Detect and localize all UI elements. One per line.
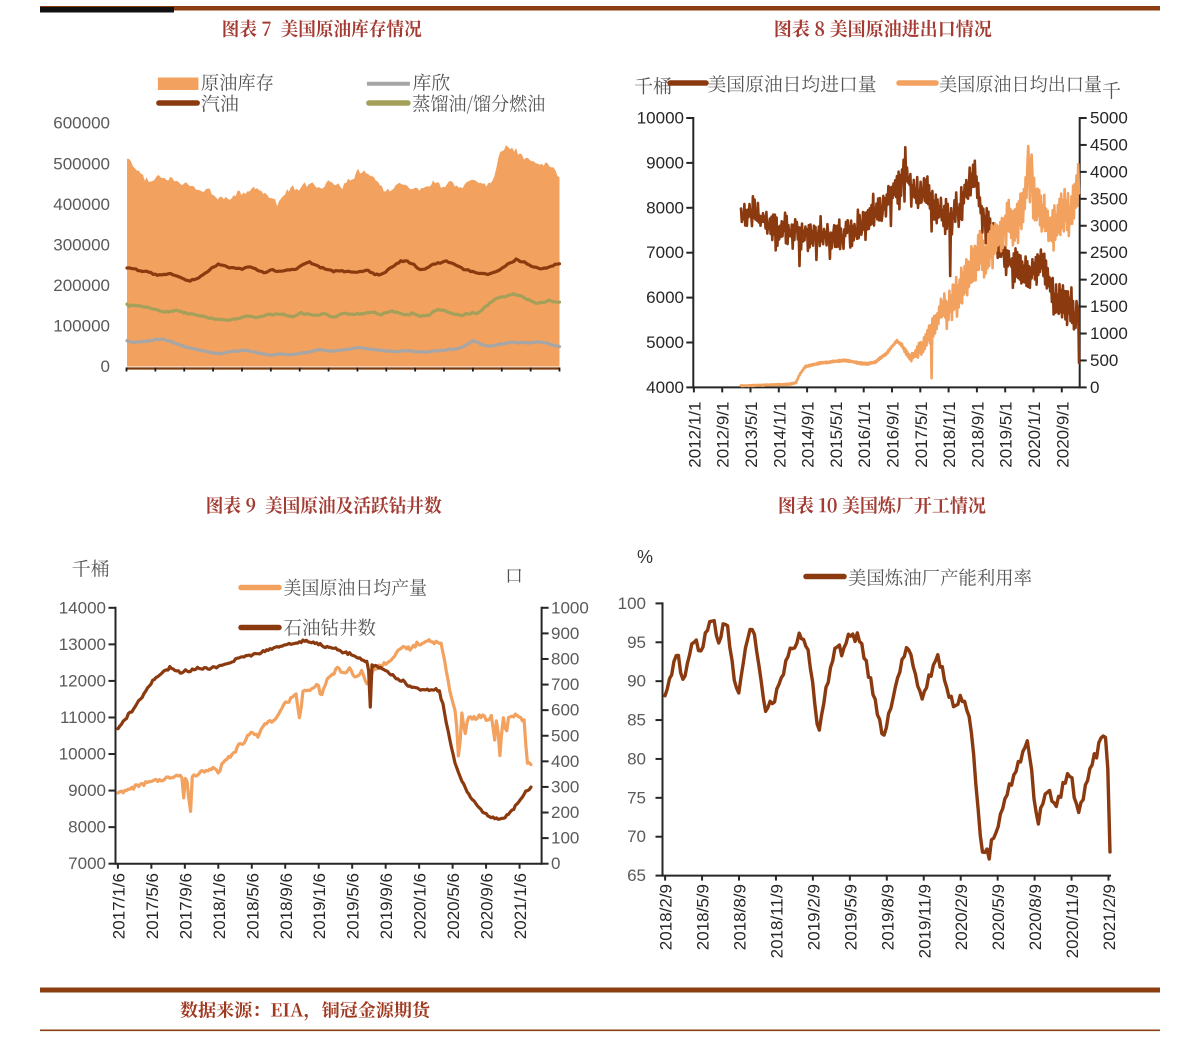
svg-text:2015/5/1: 2015/5/1 (827, 402, 846, 468)
svg-text:2500: 2500 (1090, 243, 1128, 262)
svg-text:4500: 4500 (1090, 135, 1128, 154)
svg-text:2013/5/1: 2013/5/1 (742, 402, 761, 468)
svg-text:2012/9/1: 2012/9/1 (714, 402, 733, 468)
svg-text:4000: 4000 (646, 378, 684, 397)
svg-text:90: 90 (627, 672, 646, 691)
svg-text:500: 500 (1090, 351, 1118, 370)
svg-text:12000: 12000 (59, 671, 106, 690)
svg-text:400000: 400000 (53, 195, 110, 214)
svg-text:2019/11/9: 2019/11/9 (915, 884, 934, 958)
svg-text:100: 100 (551, 829, 579, 848)
svg-text:2020/9/6: 2020/9/6 (478, 873, 497, 939)
svg-text:2014/9/1: 2014/9/1 (799, 402, 818, 468)
svg-text:2016/9/1: 2016/9/1 (884, 402, 903, 468)
svg-text:11000: 11000 (60, 708, 106, 727)
svg-text:80: 80 (627, 749, 646, 768)
svg-text:70: 70 (627, 827, 646, 846)
svg-text:0: 0 (101, 357, 110, 376)
svg-text:2020/5/9: 2020/5/9 (989, 884, 1008, 950)
svg-text:2019/8/9: 2019/8/9 (878, 884, 897, 950)
svg-text:2017/5/1: 2017/5/1 (912, 402, 931, 468)
svg-text:2020/5/6: 2020/5/6 (444, 873, 463, 939)
svg-text:200000: 200000 (53, 276, 110, 295)
svg-text:2020/1/6: 2020/1/6 (411, 873, 430, 939)
svg-text:2017/1/6: 2017/1/6 (109, 873, 128, 939)
svg-text:2018/9/1: 2018/9/1 (968, 402, 987, 468)
svg-text:5000: 5000 (1090, 109, 1128, 128)
svg-text:900: 900 (551, 624, 579, 643)
svg-text:10000: 10000 (637, 109, 684, 128)
svg-text:2018/5/9: 2018/5/9 (694, 884, 713, 950)
svg-text:2020/11/9: 2020/11/9 (1063, 884, 1082, 958)
svg-text:5000: 5000 (646, 333, 684, 352)
svg-text:65: 65 (627, 866, 646, 885)
svg-text:2020/8/9: 2020/8/9 (1026, 884, 1045, 950)
svg-text:2019/9/6: 2019/9/6 (377, 873, 396, 939)
svg-text:2012/1/1: 2012/1/1 (685, 402, 704, 468)
svg-text:2014/1/1: 2014/1/1 (770, 402, 789, 468)
svg-text:500: 500 (551, 726, 579, 745)
svg-text:200: 200 (551, 803, 579, 822)
svg-text:75: 75 (627, 788, 646, 807)
svg-text:2020/9/1: 2020/9/1 (1053, 402, 1072, 468)
svg-text:2018/2/9: 2018/2/9 (657, 884, 676, 950)
svg-text:100000: 100000 (53, 316, 110, 335)
svg-text:1500: 1500 (1090, 297, 1128, 316)
svg-text:600000: 600000 (53, 114, 110, 133)
svg-text:10000: 10000 (59, 745, 106, 764)
svg-text:2017/5/6: 2017/5/6 (143, 873, 162, 939)
svg-text:800: 800 (551, 649, 579, 668)
svg-text:8000: 8000 (68, 818, 106, 837)
svg-text:300000: 300000 (53, 235, 110, 254)
svg-text:1000: 1000 (551, 598, 589, 617)
svg-text:85: 85 (627, 711, 646, 730)
svg-text:500000: 500000 (53, 154, 110, 173)
svg-text:14000: 14000 (59, 598, 106, 617)
svg-text:2021/1/6: 2021/1/6 (511, 873, 530, 939)
svg-text:2019/5/1: 2019/5/1 (997, 402, 1016, 468)
svg-text:2017/9/6: 2017/9/6 (176, 873, 195, 939)
svg-text:6000: 6000 (646, 288, 684, 307)
svg-text:7000: 7000 (646, 243, 684, 262)
svg-text:3000: 3000 (1090, 216, 1128, 235)
svg-text:2021/2/9: 2021/2/9 (1100, 884, 1119, 950)
svg-text:2018/5/6: 2018/5/6 (243, 873, 262, 939)
svg-text:%: % (637, 547, 653, 567)
svg-text:2018/9/6: 2018/9/6 (277, 873, 296, 939)
svg-text:4000: 4000 (1090, 162, 1128, 181)
svg-text:0: 0 (1090, 378, 1099, 397)
svg-text:2019/1/6: 2019/1/6 (310, 873, 329, 939)
svg-text:8000: 8000 (646, 198, 684, 217)
svg-text:2000: 2000 (1090, 270, 1128, 289)
svg-text:2018/11/9: 2018/11/9 (767, 884, 786, 958)
svg-text:9000: 9000 (646, 153, 684, 172)
svg-text:2019/5/6: 2019/5/6 (344, 873, 363, 939)
svg-text:2018/8/9: 2018/8/9 (731, 884, 750, 950)
svg-text:400: 400 (551, 752, 579, 771)
svg-text:9000: 9000 (68, 781, 106, 800)
svg-text:700: 700 (551, 675, 579, 694)
svg-text:3500: 3500 (1090, 189, 1128, 208)
svg-text:95: 95 (627, 633, 646, 652)
svg-text:2016/1/1: 2016/1/1 (855, 402, 874, 468)
svg-text:7000: 7000 (68, 854, 106, 873)
svg-text:2018/1/1: 2018/1/1 (940, 402, 959, 468)
svg-text:600: 600 (551, 701, 579, 720)
svg-text:2019/2/9: 2019/2/9 (804, 884, 823, 950)
svg-text:2018/1/6: 2018/1/6 (210, 873, 229, 939)
svg-text:13000: 13000 (59, 635, 106, 654)
svg-text:100: 100 (618, 594, 646, 613)
svg-text:1000: 1000 (1090, 324, 1128, 343)
svg-text:2019/5/9: 2019/5/9 (841, 884, 860, 950)
svg-text:2020/1/1: 2020/1/1 (1025, 402, 1044, 468)
svg-text:300: 300 (551, 777, 579, 796)
svg-text:2020/2/9: 2020/2/9 (952, 884, 971, 950)
svg-text:0: 0 (551, 854, 560, 873)
